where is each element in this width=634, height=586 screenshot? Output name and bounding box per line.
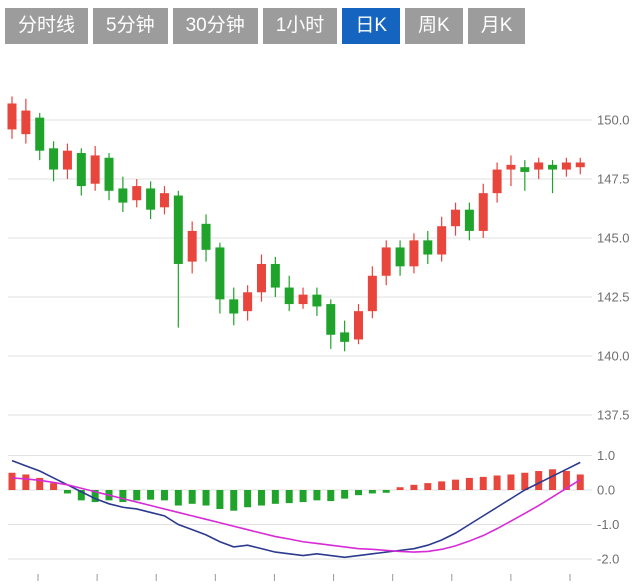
macd-histogram [8,469,584,511]
timeframe-tab-bar: 分时线 5分钟 30分钟 1小时 日K 周K 月K [0,0,634,48]
candles [7,96,585,352]
tab-daily-k[interactable]: 日K [342,8,400,44]
tab-30min[interactable]: 30分钟 [172,8,258,44]
price-axis-labels: 150.0 147.5 145.0 142.5 140.0 137.5 [597,113,630,423]
svg-text:142.5: 142.5 [597,290,630,305]
svg-text:137.5: 137.5 [597,408,630,423]
svg-text:150.0: 150.0 [597,113,630,128]
svg-text:0.0: 0.0 [597,483,615,498]
svg-text:140.0: 140.0 [597,349,630,364]
svg-text:-1.0: -1.0 [597,517,619,532]
tab-time-line[interactable]: 分时线 [5,8,89,44]
dif-line [11,459,581,559]
svg-text:145.0: 145.0 [597,231,630,246]
tab-1hour[interactable]: 1小时 [262,8,338,44]
kline-chart[interactable]: 150.0 147.5 145.0 142.5 140.0 137.5 1.0 0.0 -1.0… [0,48,634,581]
x-axis-ticks [37,574,571,581]
tab-5min[interactable]: 5分钟 [93,8,168,44]
macd-axis-labels: 1.0 0.0 -1.0 -2.0 [597,448,619,567]
svg-text:147.5: 147.5 [597,172,630,187]
dea-line [11,477,581,553]
tab-monthly-k[interactable]: 月K [467,8,526,44]
svg-text:-2.0: -2.0 [597,552,619,567]
svg-text:1.0: 1.0 [597,448,615,463]
tab-weekly-k[interactable]: 周K [405,8,463,44]
chart-area: 150.0 147.5 145.0 142.5 140.0 137.5 1.0 0.0 -1.0… [0,48,634,581]
